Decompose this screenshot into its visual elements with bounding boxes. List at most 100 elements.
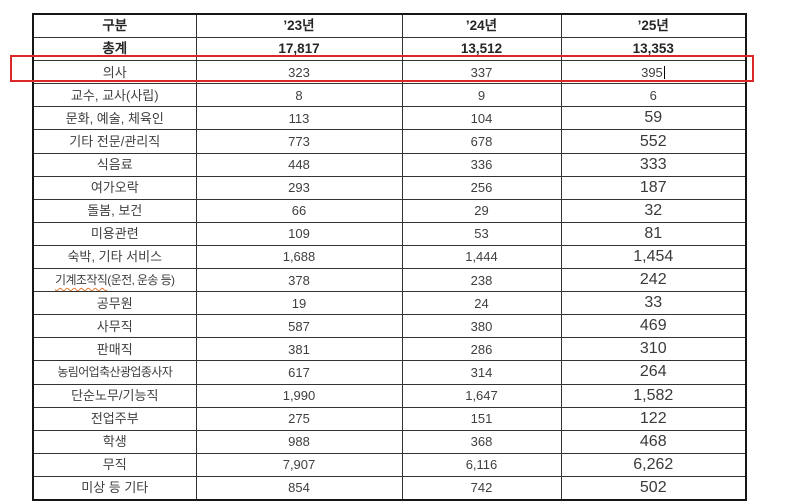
table-row: 돌봄, 보건 66 29 32 [32,198,747,223]
value-cell-year-24[interactable]: 29 [401,198,562,223]
value-cell-year-24[interactable]: 238 [401,268,562,293]
table-row: 사무직 587 380 469 [32,314,747,339]
value-cell-year-25[interactable]: 333 [560,152,747,177]
row-label-cell[interactable]: 전업주부 [32,406,197,431]
table-row-highlighted: 의사 323 337 395 [32,60,747,85]
value-cell-year-23[interactable]: 378 [195,268,403,293]
value-cell-year-24[interactable]: 1,444 [401,244,562,270]
value-cell-year-25[interactable]: 552 [560,129,747,154]
row-label-cell[interactable]: 사무직 [32,314,197,339]
row-label-cell[interactable]: 식음료 [32,152,197,177]
value-cell-year-24[interactable]: 368 [401,429,562,454]
value-cell-year-23[interactable]: 19 [195,291,403,316]
value-cell-year-25[interactable]: 32 [560,198,747,223]
table-row: 학생 988 368 468 [32,429,747,454]
value-cell-year-24[interactable]: 742 [401,475,562,501]
value-cell-year-24[interactable]: 53 [401,221,562,246]
value-cell-year-25[interactable]: 187 [560,175,747,200]
table-row: 문화, 예술, 체육인 113 104 59 [32,106,747,131]
row-label-cell[interactable]: 미상 등 기타 [32,475,197,501]
value-cell-year-23[interactable]: 323 [195,60,403,85]
value-cell-year-23[interactable]: 587 [195,314,403,339]
column-header-1: ’23년 [195,13,403,39]
table-row: 무직 7,907 6,116 6,262 [32,452,747,477]
value-cell-year-23[interactable]: 617 [195,360,403,385]
table-row: 숙박, 기타 서비스 1,688 1,444 1,454 [32,244,747,270]
value-cell-year-25[interactable]: 1,454 [560,244,747,270]
value-cell-year-23[interactable]: 66 [195,198,403,223]
value-cell-year-23[interactable]: 1,990 [195,383,403,408]
value-cell-year-25[interactable]: 310 [560,337,747,362]
value-cell-year-23[interactable]: 773 [195,129,403,154]
value-cell-year-24[interactable]: 6,116 [401,452,562,477]
table-row: 여가오락 293 256 187 [32,175,747,200]
value-cell-year-24[interactable]: 678 [401,129,562,154]
row-label-cell[interactable]: 공무원 [32,291,197,316]
row-label-cell[interactable]: 판매직 [32,337,197,362]
value-cell-year-25[interactable]: 264 [560,360,747,385]
value-cell-year-25[interactable]: 468 [560,429,747,454]
value-cell-year-24[interactable]: 256 [401,175,562,200]
value-cell-year-23[interactable]: 1,688 [195,244,403,270]
value-cell-year-24[interactable]: 337 [401,60,562,85]
value-cell-year-25[interactable]: 6 [560,83,747,108]
table-row: 전업주부 275 151 122 [32,406,747,431]
table-row: 미상 등 기타 854 742 502 [32,475,747,501]
value-cell-year-23[interactable]: 275 [195,406,403,431]
value-cell-year-23[interactable]: 17,817 [195,37,403,62]
table-row: 기타 전문/관리직 773 678 552 [32,129,747,154]
column-header-0: 구분 [32,13,197,39]
table-row: 교수, 교사(사립) 8 9 6 [32,83,747,108]
value-cell-year-23[interactable]: 381 [195,337,403,362]
value-cell-year-25[interactable]: 502 [560,475,747,501]
row-label-cell[interactable]: 기계조작직(운전, 운송 등) [32,268,197,293]
column-header-2: ’24년 [401,13,562,39]
value-cell-year-25[interactable]: 469 [560,314,747,339]
row-label-cell[interactable]: 학생 [32,429,197,454]
value-cell-year-24[interactable]: 286 [401,337,562,362]
row-label-cell[interactable]: 교수, 교사(사립) [32,83,197,108]
value-cell-year-24[interactable]: 9 [401,83,562,108]
value-cell-year-24[interactable]: 13,512 [401,37,562,62]
value-cell-year-25[interactable]: 395 [560,60,747,85]
text-cursor [663,65,666,79]
value-cell-year-23[interactable]: 7,907 [195,452,403,477]
row-label-cell[interactable]: 총계 [32,37,197,62]
value-cell-year-24[interactable]: 1,647 [401,383,562,408]
row-label-cell[interactable]: 여가오락 [32,175,197,200]
value-cell-year-25[interactable]: 33 [560,291,747,316]
row-label-cell[interactable]: 기타 전문/관리직 [32,129,197,154]
row-label-cell[interactable]: 숙박, 기타 서비스 [32,244,197,270]
row-label-cell[interactable]: 미용관련 [32,221,197,246]
row-label-cell[interactable]: 의사 [32,60,197,85]
row-label-cell[interactable]: 돌봄, 보건 [32,198,197,223]
value-cell-year-23[interactable]: 113 [195,106,403,131]
value-cell-year-25[interactable]: 242 [560,268,747,293]
value-cell-year-25[interactable]: 1,582 [560,383,747,408]
value-cell-year-24[interactable]: 380 [401,314,562,339]
value-cell-year-25[interactable]: 122 [560,406,747,431]
value-cell-year-23[interactable]: 109 [195,221,403,246]
value-cell-year-24[interactable]: 104 [401,106,562,131]
row-label-cell[interactable]: 단순노무/기능직 [32,383,197,408]
value-cell-year-25[interactable]: 13,353 [560,37,747,62]
value-cell-year-25[interactable]: 6,262 [560,452,747,477]
value-cell-year-23[interactable]: 293 [195,175,403,200]
value-cell-year-25[interactable]: 81 [560,221,747,246]
value-cell-year-23[interactable]: 988 [195,429,403,454]
value-cell-year-23[interactable]: 8 [195,83,403,108]
row-label-cell[interactable]: 농림어업축산광업종사자 [32,360,197,385]
value-cell-year-24[interactable]: 24 [401,291,562,316]
value-cell-year-23[interactable]: 854 [195,475,403,501]
table-row: 공무원 19 24 33 [32,291,747,316]
row-label-cell[interactable]: 문화, 예술, 체육인 [32,106,197,131]
table-row: 식음료 448 336 333 [32,152,747,177]
value-cell-year-24[interactable]: 314 [401,360,562,385]
row-label-cell[interactable]: 무직 [32,452,197,477]
table-row: 단순노무/기능직 1,990 1,647 1,582 [32,383,747,408]
value-cell-year-24[interactable]: 336 [401,152,562,177]
value-cell-year-25[interactable]: 59 [560,106,747,131]
value-cell-year-23[interactable]: 448 [195,152,403,177]
value-cell-year-24[interactable]: 151 [401,406,562,431]
